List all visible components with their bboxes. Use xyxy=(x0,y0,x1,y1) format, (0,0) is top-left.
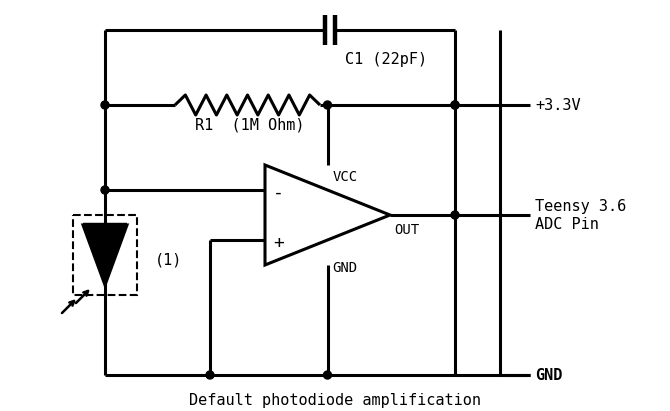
Circle shape xyxy=(451,101,459,109)
Circle shape xyxy=(451,211,459,219)
Polygon shape xyxy=(83,225,127,285)
Circle shape xyxy=(324,101,332,109)
Text: OUT: OUT xyxy=(394,223,419,237)
Text: R1  (1M Ohm): R1 (1M Ohm) xyxy=(195,117,304,132)
Circle shape xyxy=(206,371,214,379)
Circle shape xyxy=(324,371,332,379)
Text: +3.3V: +3.3V xyxy=(535,97,581,113)
Circle shape xyxy=(101,101,109,109)
Text: VCC: VCC xyxy=(332,170,358,184)
Bar xyxy=(73,215,137,295)
Text: +: + xyxy=(273,234,284,252)
Text: C1 (22pF): C1 (22pF) xyxy=(345,52,427,67)
Text: -: - xyxy=(273,184,284,202)
Text: ADC Pin: ADC Pin xyxy=(535,217,599,231)
Text: Default photodiode amplification: Default photodiode amplification xyxy=(189,393,481,407)
Circle shape xyxy=(451,101,459,109)
Text: (1): (1) xyxy=(155,252,182,268)
Text: GND: GND xyxy=(535,367,562,383)
Text: GND: GND xyxy=(332,261,358,275)
Text: Teensy 3.6: Teensy 3.6 xyxy=(535,199,626,213)
Circle shape xyxy=(101,186,109,194)
